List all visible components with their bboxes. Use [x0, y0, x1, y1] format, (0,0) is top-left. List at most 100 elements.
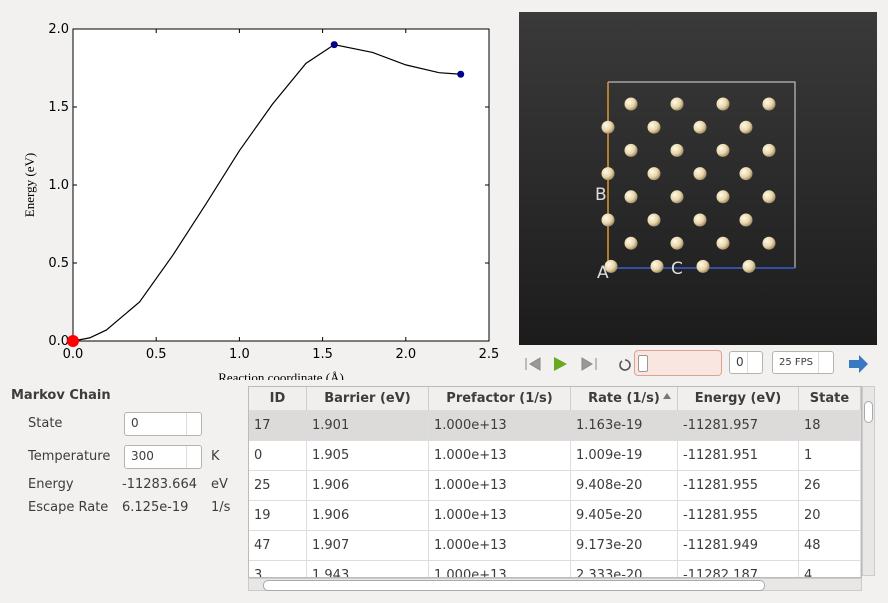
first-frame-button[interactable] [525, 357, 541, 371]
atom [762, 236, 776, 250]
table-cell[interactable]: 1.000e+13 [429, 441, 571, 471]
column-header: ID [249, 387, 307, 411]
table-cell[interactable]: 20 [799, 501, 861, 531]
column-header: Prefactor (1/s) [429, 387, 571, 411]
table-cell[interactable]: -11281.957 [678, 411, 799, 441]
table-cell[interactable]: 48 [799, 531, 861, 561]
y-tick-label: 1.5 [48, 100, 69, 115]
atoms [601, 97, 776, 273]
frame-slider[interactable] [634, 350, 722, 376]
loop-button[interactable] [619, 359, 631, 371]
table-cell[interactable]: 47 [249, 531, 307, 561]
table-cell[interactable]: 1.000e+13 [429, 561, 571, 577]
sort-indicator [663, 393, 671, 399]
vertical-scrollbar[interactable] [862, 386, 875, 576]
table-cell[interactable]: 9.405e-20 [571, 501, 678, 531]
table-cell[interactable]: 1.943 [307, 561, 429, 577]
image-point [330, 41, 338, 49]
panel-title: Markov Chain [11, 388, 111, 403]
table-cell[interactable]: 1.009e-19 [571, 441, 678, 471]
table-cell[interactable]: -11281.949 [678, 531, 799, 561]
x-tick-label: 1.5 [312, 347, 333, 362]
table-cell[interactable]: -11282.187 [678, 561, 799, 577]
table-cell[interactable]: 17 [249, 411, 307, 441]
atom [762, 97, 776, 111]
energy-unit: eV [211, 477, 228, 492]
axis-label: B [595, 185, 607, 205]
table-cell[interactable]: 1.000e+13 [429, 531, 571, 561]
atom [742, 259, 756, 273]
frame-spinbox[interactable]: 0 [729, 351, 763, 374]
table-cell[interactable]: 0 [249, 441, 307, 471]
table-cell[interactable]: 18 [799, 411, 861, 441]
atom [624, 236, 638, 250]
states-table: ID Barrier (eV) Prefactor (1/s) Rate (1/s) E… [248, 386, 862, 578]
play-button[interactable] [554, 357, 567, 371]
table-cell[interactable]: 4 [799, 561, 861, 577]
atom [601, 167, 615, 181]
x-tick-label: 2.5 [479, 347, 500, 362]
axis-label: C [671, 259, 683, 279]
atom [693, 167, 707, 181]
atom [693, 213, 707, 227]
table-cell[interactable]: -11281.955 [678, 501, 799, 531]
x-tick-label: 1.0 [229, 347, 250, 362]
atom [696, 259, 710, 273]
column-header: Barrier (eV) [307, 387, 429, 411]
structure-viewer: A B C [519, 12, 877, 345]
table-cell[interactable]: 1.906 [307, 471, 429, 501]
state-label: State [28, 416, 63, 431]
table-cell[interactable]: 26 [799, 471, 861, 501]
table-cell[interactable]: 9.173e-20 [571, 531, 678, 561]
atom [647, 213, 661, 227]
table-cell[interactable]: 1.000e+13 [429, 471, 571, 501]
table-cell[interactable]: 1.905 [307, 441, 429, 471]
table-cell[interactable]: 2.333e-20 [571, 561, 678, 577]
state-spinbox[interactable]: 0 [124, 412, 202, 436]
table-cell[interactable]: 1.901 [307, 411, 429, 441]
x-tick-label: 0.5 [146, 347, 167, 362]
next-button[interactable] [849, 355, 868, 373]
fps-spinbox[interactable]: 25 FPS [772, 351, 834, 374]
atom [647, 120, 661, 134]
atom [624, 97, 638, 111]
table-cell[interactable]: 1.000e+13 [429, 411, 571, 441]
energy-plot: Energy (eV) Reaction coordinate (Å) 0.00… [22, 22, 500, 380]
table-cell[interactable]: 1.907 [307, 531, 429, 561]
table-cell[interactable]: 9.408e-20 [571, 471, 678, 501]
atom [604, 259, 618, 273]
atom [624, 143, 638, 157]
atom [739, 213, 753, 227]
table-cell[interactable]: 1.163e-19 [571, 411, 678, 441]
atom [739, 167, 753, 181]
table-cell[interactable]: 25 [249, 471, 307, 501]
table-cell[interactable]: -11281.951 [678, 441, 799, 471]
temperature-spinbox[interactable]: 300 [124, 445, 202, 469]
column-header: State [799, 387, 861, 411]
table-cell[interactable]: 19 [249, 501, 307, 531]
table-cell[interactable]: 3 [249, 561, 307, 577]
x-tick-label: 2.0 [395, 347, 416, 362]
cell-box [608, 81, 796, 268]
last-frame-button[interactable] [581, 357, 597, 371]
y-tick-label: 0.0 [48, 334, 69, 349]
table-cell[interactable]: 1 [799, 441, 861, 471]
y-tick-label: 0.5 [48, 256, 69, 271]
atom [693, 120, 707, 134]
atom [670, 236, 684, 250]
plot-area [72, 28, 490, 342]
atom [716, 190, 730, 204]
energy-curve [72, 43, 461, 342]
horizontal-scrollbar[interactable] [248, 578, 862, 591]
atom [670, 97, 684, 111]
column-header: Rate (1/s) [571, 387, 678, 411]
table-cell[interactable]: -11281.955 [678, 471, 799, 501]
atom [670, 190, 684, 204]
energy-value: -11283.664 [122, 477, 197, 492]
y-tick-label: 1.0 [48, 178, 69, 193]
table-cell[interactable]: 1.906 [307, 501, 429, 531]
table-cell[interactable]: 1.000e+13 [429, 501, 571, 531]
atom [716, 97, 730, 111]
rate-unit: 1/s [211, 500, 231, 515]
